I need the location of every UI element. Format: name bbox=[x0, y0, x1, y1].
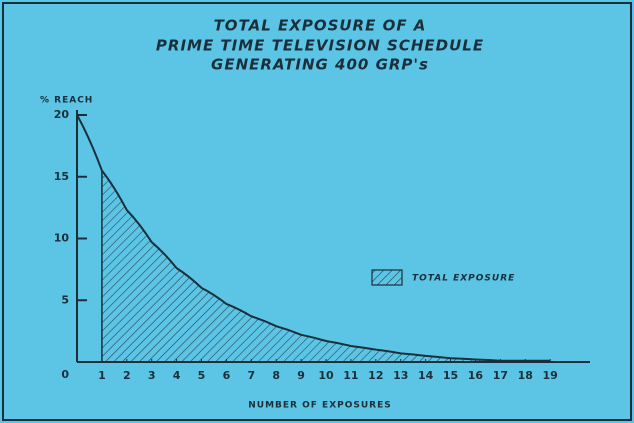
y-tick-label: 20 bbox=[54, 108, 70, 121]
x-axis-label: NUMBER OF EXPOSURES bbox=[248, 401, 391, 411]
x-tick-label: 19 bbox=[542, 369, 557, 382]
exposure-area bbox=[101, 170, 551, 362]
legend-swatch bbox=[371, 269, 403, 286]
x-tick-label: 17 bbox=[493, 369, 508, 382]
x-tick-label: 1 bbox=[98, 369, 106, 382]
x-tick-label: 4 bbox=[173, 369, 181, 382]
reach-curve bbox=[76, 114, 551, 362]
x-tick-label: 6 bbox=[223, 369, 231, 382]
x-tick-label: 12 bbox=[368, 369, 383, 382]
title-line: PRIME TIME TELEVISION SCHEDULE bbox=[156, 37, 484, 55]
x-tick-label: 11 bbox=[343, 369, 358, 382]
x-tick-label: 5 bbox=[198, 369, 206, 382]
y-tick-label: 5 bbox=[61, 293, 69, 306]
title-line: TOTAL EXPOSURE OF A bbox=[214, 17, 427, 35]
x-tick-label: 2 bbox=[123, 369, 131, 382]
x-tick-label: 7 bbox=[247, 369, 255, 382]
x-tick-label: 15 bbox=[443, 369, 458, 382]
x-tick-label: 9 bbox=[297, 369, 305, 382]
x-tick-label: 18 bbox=[518, 369, 533, 382]
title-line: GENERATING 400 GRP's bbox=[211, 56, 429, 74]
y-tick-label: 10 bbox=[54, 232, 70, 245]
x-tick-label: 14 bbox=[418, 369, 434, 382]
x-tick-label: 8 bbox=[272, 369, 280, 382]
x-tick-label: 13 bbox=[393, 369, 408, 382]
x-tick-label: 16 bbox=[468, 369, 484, 382]
x-tick-label: 3 bbox=[148, 369, 156, 382]
legend-label: TOTAL EXPOSURE bbox=[412, 274, 515, 284]
y-tick-label: 0 bbox=[61, 368, 69, 381]
y-tick-label: 15 bbox=[54, 170, 69, 183]
y-axis-label: % REACH bbox=[40, 96, 93, 106]
x-tick-label: 10 bbox=[318, 369, 334, 382]
